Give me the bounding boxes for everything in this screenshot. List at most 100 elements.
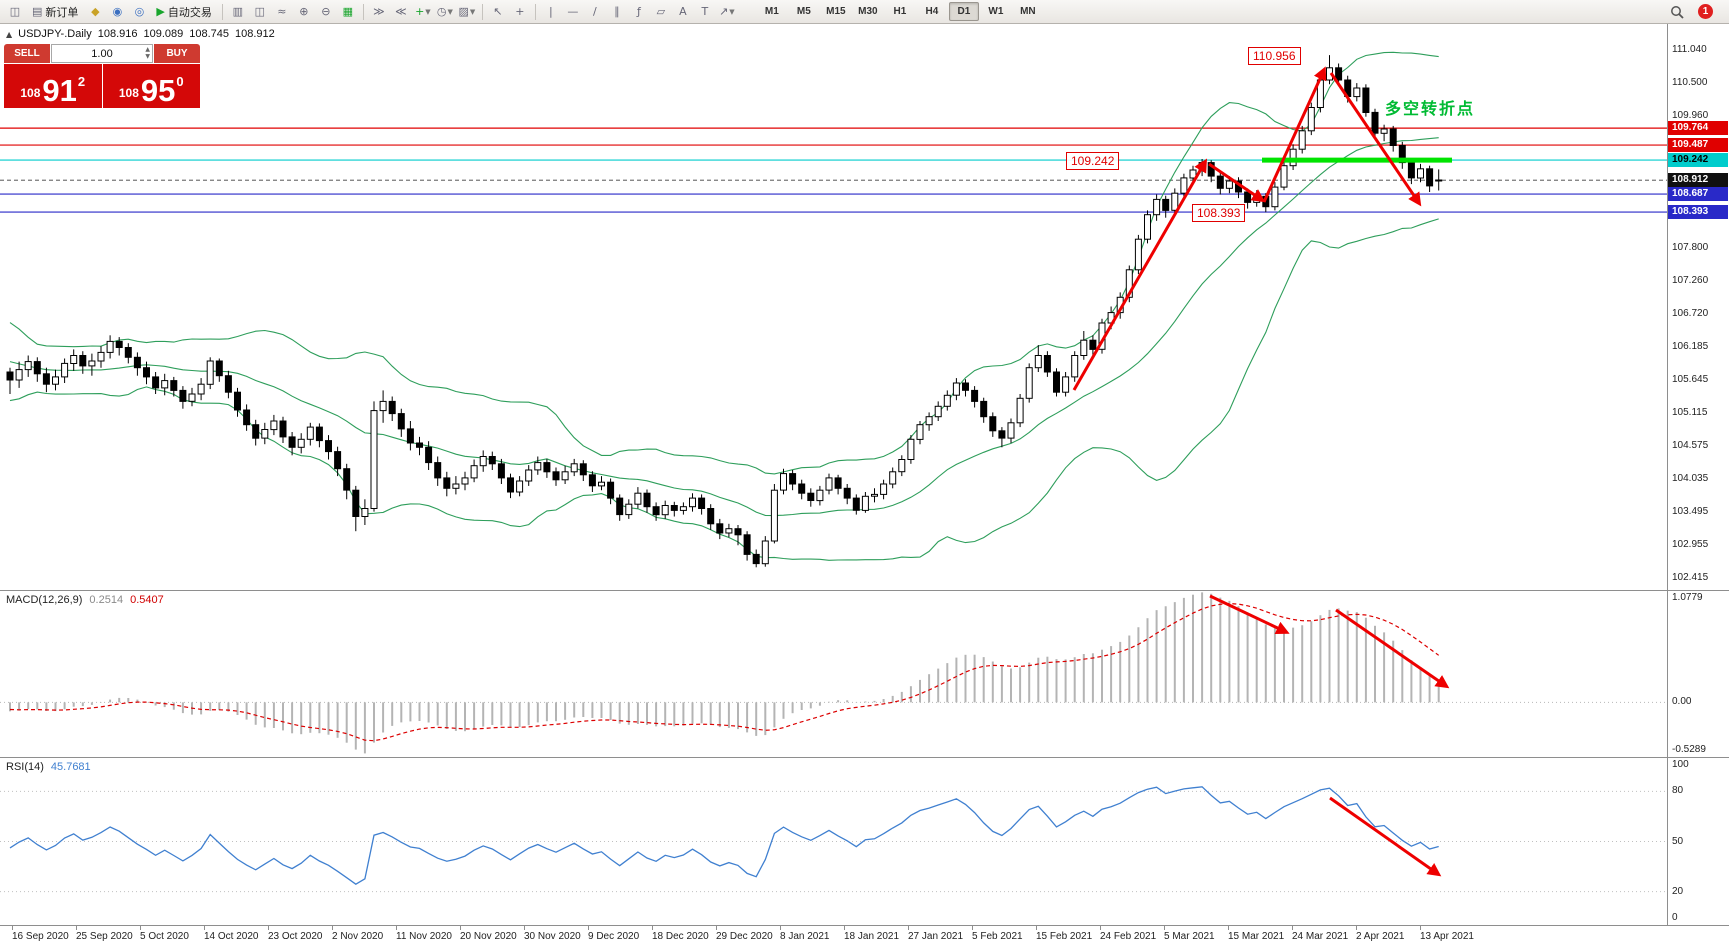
add-indicator-icon[interactable]: + ▼ xyxy=(413,3,433,21)
price-tag-109.487: 109.487 xyxy=(1668,138,1728,153)
panel-divider[interactable] xyxy=(0,590,1729,591)
chart-icon: ▲ xyxy=(6,29,13,39)
chart-window-icon[interactable]: ◫ xyxy=(5,3,25,21)
channel-icon-glyph: ∥ xyxy=(614,5,620,18)
date-label: 24 Feb 2021 xyxy=(1100,931,1157,942)
timeframe-h4[interactable]: H4 xyxy=(925,6,939,17)
sell-button[interactable]: SELL xyxy=(4,44,50,63)
date-label: 24 Mar 2021 xyxy=(1292,931,1349,942)
timeframe-w1[interactable]: W1 xyxy=(988,6,1004,17)
fibonacci-icon-glyph: ƒ xyxy=(636,5,641,18)
timeframe-m1[interactable]: M1 xyxy=(764,6,779,17)
date-label: 9 Dec 2020 xyxy=(588,931,640,942)
template-dropdown[interactable]: ▨ ▼ xyxy=(457,3,477,21)
zoom-in-icon[interactable]: ⊕ xyxy=(294,3,314,21)
date-label: 13 Apr 2021 xyxy=(1420,931,1474,942)
time-tick xyxy=(268,926,269,930)
trend-arrow-1[interactable] xyxy=(1072,158,1208,391)
trend-arrow-2[interactable] xyxy=(1208,162,1266,203)
time-tick xyxy=(844,926,845,930)
trendline-icon[interactable]: / xyxy=(585,3,605,21)
market-watch-icon-glyph: ◉ xyxy=(112,5,123,18)
annotation-mid-price[interactable]: 109.242 xyxy=(1066,152,1120,170)
date-label: 25 Sep 2020 xyxy=(76,931,133,942)
chart-shift-icon[interactable]: ≪ xyxy=(391,3,411,21)
period-glyph: ◷ xyxy=(436,5,447,18)
crosshair-icon[interactable]: + xyxy=(510,3,530,21)
volume-spinner[interactable]: ▲ ▼ xyxy=(145,46,150,60)
price-axis: 111.040110.500109.960109.425108.885108.3… xyxy=(1667,24,1729,590)
bid-price-button[interactable]: 108 91 2 xyxy=(4,64,102,108)
cursor-icon-glyph: ↖ xyxy=(493,5,503,18)
channel-icon[interactable]: ∥ xyxy=(607,3,627,21)
price-tag-109.764: 109.764 xyxy=(1668,121,1728,136)
macd-signal-value: 0.5407 xyxy=(130,594,164,606)
price-tag-108.393: 108.393 xyxy=(1668,205,1728,220)
macd-axis-label: 0.00 xyxy=(1672,696,1692,708)
price-axis-label: 106.720 xyxy=(1672,308,1709,320)
time-tick xyxy=(972,926,973,930)
rsi-arrow-1[interactable] xyxy=(1329,796,1442,877)
rsi-indicator-panel[interactable] xyxy=(0,758,1667,925)
text-icon[interactable]: A xyxy=(673,3,693,21)
macd-indicator-panel[interactable] xyxy=(0,591,1667,757)
date-label: 14 Oct 2020 xyxy=(204,931,259,942)
timeframe-h1[interactable]: H1 xyxy=(893,6,907,17)
date-label: 30 Nov 2020 xyxy=(524,931,581,942)
date-label: 2 Nov 2020 xyxy=(332,931,384,942)
macd-arrow-1[interactable] xyxy=(1209,594,1290,635)
annotation-peak-price[interactable]: 110.956 xyxy=(1248,47,1301,65)
toolbar-icons: ◫ ▤ 新订单 ◆ ◉ ◎ ▶ 自动交易 ▥ ◫ ≈ ⊕ ⊖ ▦ ≫ ≪ + ▼ ◷ ▼ ▨ ▼ ↖ + | — / ∥ ƒ ▱ A T ↗ ▼ xyxy=(4,3,738,21)
turning-point-label[interactable]: 多空转折点 xyxy=(1385,101,1476,118)
main-chart[interactable] xyxy=(0,24,1667,590)
trend-arrow-3[interactable] xyxy=(1262,66,1327,203)
period-dropdown[interactable]: ◷ ▼ xyxy=(435,3,455,21)
bollinger-lower xyxy=(9,218,1439,561)
candlestick-chart-icon[interactable]: ◫ xyxy=(250,3,270,21)
zoom-out-icon[interactable]: ⊖ xyxy=(316,3,336,21)
buy-button[interactable]: BUY xyxy=(154,44,200,63)
timeframe-d1[interactable]: D1 xyxy=(948,2,979,21)
text-label-icon[interactable]: T xyxy=(695,3,715,21)
date-label: 16 Sep 2020 xyxy=(12,931,69,942)
rsi-axis: 100 80 50 20 0 xyxy=(1667,758,1729,925)
cursor-icon[interactable]: ↖ xyxy=(488,3,508,21)
new-order-button[interactable]: ▤ 新订单 xyxy=(27,3,83,21)
horizontal-line-icon[interactable]: — xyxy=(563,3,583,21)
navigator-icon[interactable]: ◎ xyxy=(129,3,149,21)
shapes-icon[interactable]: ▱ xyxy=(651,3,671,21)
timeframe-m5[interactable]: M5 xyxy=(796,6,811,17)
market-watch-icon[interactable]: ◉ xyxy=(107,3,127,21)
autotrading-button[interactable]: ▶ 自动交易 xyxy=(151,3,216,21)
auto-scroll-icon[interactable]: ≫ xyxy=(369,3,389,21)
bar-chart-icon[interactable]: ▥ xyxy=(228,3,248,21)
time-axis: 16 Sep 2020 25 Sep 2020 5 Oct 2020 14 Oct 2… xyxy=(0,926,1729,946)
timeframe-m15[interactable]: M15 xyxy=(826,6,846,17)
annotation-dip-price[interactable]: 108.393 xyxy=(1192,204,1246,222)
search-icon[interactable] xyxy=(1667,3,1687,21)
price-axis-label: 110.500 xyxy=(1672,77,1708,89)
volume-field[interactable]: 1.00 ▲ ▼ xyxy=(51,44,153,63)
timeframe-mn[interactable]: MN xyxy=(1020,6,1036,17)
fibonacci-icon[interactable]: ƒ xyxy=(629,3,649,21)
time-tick xyxy=(12,926,13,930)
line-chart-icon[interactable]: ≈ xyxy=(272,3,292,21)
arrow-tools-dropdown[interactable]: ↗ ▼ xyxy=(717,3,737,21)
candles xyxy=(6,55,1443,568)
date-label: 5 Feb 2021 xyxy=(972,931,1023,942)
price-tag-109.242: 109.242 xyxy=(1668,153,1728,168)
time-tick xyxy=(1036,926,1037,930)
trend-arrow-4[interactable] xyxy=(1329,72,1422,207)
panel-divider[interactable] xyxy=(0,757,1729,758)
metaeditor-icon[interactable]: ◆ xyxy=(85,3,105,21)
tile-windows-icon[interactable]: ▦ xyxy=(338,3,358,21)
timeframe-m30[interactable]: M30 xyxy=(858,6,878,17)
time-tick xyxy=(76,926,77,930)
notification-badge[interactable]: 1 xyxy=(1698,4,1713,19)
vertical-line-icon[interactable]: | xyxy=(541,3,561,21)
text-icon-glyph: A xyxy=(679,5,687,18)
macd-arrow-2[interactable] xyxy=(1335,608,1450,689)
ask-price-button[interactable]: 108 95 0 xyxy=(102,64,200,108)
rsi-label: RSI(14) 45.7681 xyxy=(6,761,91,773)
